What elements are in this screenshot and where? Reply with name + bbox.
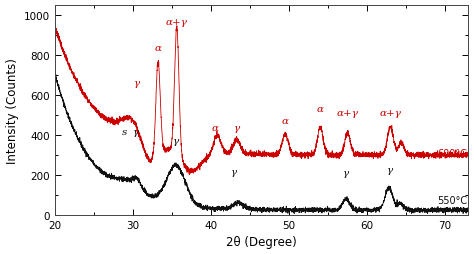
Text: 600°C: 600°C bbox=[437, 148, 467, 158]
Text: α+γ: α+γ bbox=[380, 109, 401, 118]
Text: s: s bbox=[122, 128, 127, 137]
Y-axis label: Intensity (Counts): Intensity (Counts) bbox=[6, 58, 18, 163]
Text: γ: γ bbox=[343, 169, 349, 178]
Text: α: α bbox=[155, 43, 162, 53]
Text: α: α bbox=[317, 104, 324, 113]
X-axis label: 2θ (Degree): 2θ (Degree) bbox=[227, 235, 297, 248]
Text: γ: γ bbox=[387, 165, 393, 174]
Text: γ: γ bbox=[134, 78, 140, 87]
Text: 550°C: 550°C bbox=[437, 195, 467, 205]
Text: α+γ: α+γ bbox=[337, 108, 358, 117]
Text: γ: γ bbox=[133, 127, 139, 136]
Text: γ: γ bbox=[234, 123, 240, 132]
Text: γ: γ bbox=[231, 167, 237, 176]
Text: γ: γ bbox=[173, 137, 179, 146]
Text: α: α bbox=[211, 123, 219, 132]
Text: α: α bbox=[282, 116, 289, 125]
Text: α+γ: α+γ bbox=[166, 18, 188, 26]
